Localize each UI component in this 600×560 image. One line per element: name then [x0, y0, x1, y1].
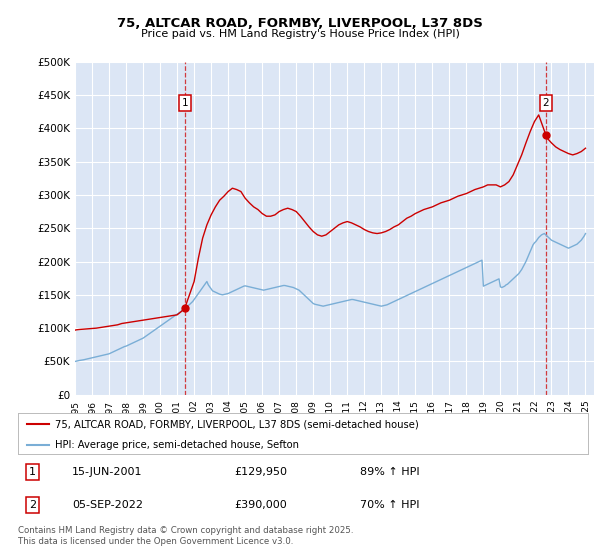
Text: Price paid vs. HM Land Registry's House Price Index (HPI): Price paid vs. HM Land Registry's House … — [140, 29, 460, 39]
Text: 75, ALTCAR ROAD, FORMBY, LIVERPOOL, L37 8DS: 75, ALTCAR ROAD, FORMBY, LIVERPOOL, L37 … — [117, 17, 483, 30]
Text: 15-JUN-2001: 15-JUN-2001 — [72, 466, 143, 477]
Text: £129,950: £129,950 — [235, 466, 287, 477]
Text: 05-SEP-2022: 05-SEP-2022 — [72, 500, 143, 510]
Text: Contains HM Land Registry data © Crown copyright and database right 2025.
This d: Contains HM Land Registry data © Crown c… — [18, 526, 353, 546]
Text: 2: 2 — [29, 500, 36, 510]
Text: 89% ↑ HPI: 89% ↑ HPI — [360, 466, 419, 477]
Text: 2: 2 — [542, 98, 549, 108]
Text: 1: 1 — [181, 98, 188, 108]
Text: 70% ↑ HPI: 70% ↑ HPI — [360, 500, 419, 510]
Text: £390,000: £390,000 — [235, 500, 287, 510]
Text: 1: 1 — [29, 466, 36, 477]
Text: HPI: Average price, semi-detached house, Sefton: HPI: Average price, semi-detached house,… — [55, 440, 299, 450]
Text: 75, ALTCAR ROAD, FORMBY, LIVERPOOL, L37 8DS (semi-detached house): 75, ALTCAR ROAD, FORMBY, LIVERPOOL, L37 … — [55, 419, 419, 429]
